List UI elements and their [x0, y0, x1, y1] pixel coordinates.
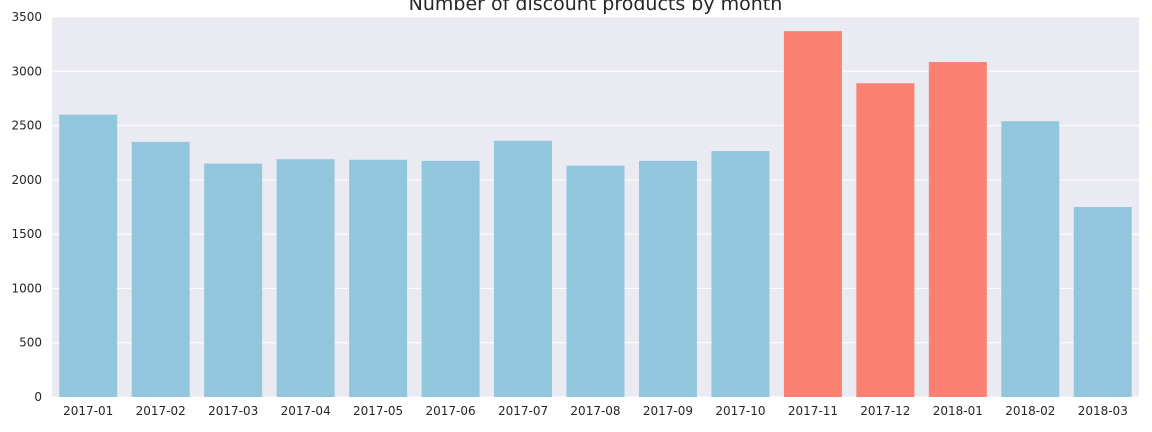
y-tick-label: 1000	[11, 281, 42, 295]
bar-2017-10	[711, 151, 770, 397]
x-tick-label: 2017-09	[643, 404, 693, 418]
bar-2018-01	[928, 62, 987, 398]
bar-2018-03	[1073, 207, 1132, 397]
y-tick-label: 1500	[11, 227, 42, 241]
bar-2017-01	[59, 114, 118, 397]
bar-2017-05	[349, 159, 408, 397]
x-tick-label: 2017-10	[715, 404, 765, 418]
x-tick-label: 2017-07	[498, 404, 548, 418]
x-tick-label: 2017-08	[570, 404, 620, 418]
y-tick-label: 3000	[11, 64, 42, 78]
x-tick-label: 2017-11	[788, 404, 838, 418]
x-tick-label: 2017-02	[136, 404, 186, 418]
x-tick-label: 2017-06	[425, 404, 475, 418]
y-tick-label: 500	[19, 336, 42, 350]
y-tick-label: 2500	[11, 119, 42, 133]
chart-title: Number of discount products by month	[409, 0, 783, 15]
x-tick-label: 2017-03	[208, 404, 258, 418]
bar-2017-11	[783, 31, 842, 397]
x-tick-label: 2018-02	[1005, 404, 1055, 418]
bar-2017-12	[856, 83, 915, 397]
bar-2017-09	[638, 160, 697, 397]
x-tick-label: 2018-03	[1078, 404, 1128, 418]
bar-2017-07	[494, 140, 553, 397]
bar-2017-02	[131, 141, 190, 397]
y-tick-label: 2000	[11, 173, 42, 187]
x-tick-label: 2018-01	[933, 404, 983, 418]
bars	[59, 31, 1132, 398]
x-tick-label: 2017-01	[63, 404, 113, 418]
bar-2017-04	[276, 159, 335, 397]
x-axis-ticks: 2017-01 2017-02 2017-03 2017-04 2017-05 2017-…	[63, 404, 1128, 418]
y-tick-label: 3500	[11, 10, 42, 24]
y-axis-ticks: 0 500 1000 1500 2000 2500 3000 3500	[11, 10, 42, 404]
bar-2017-06	[421, 160, 480, 397]
bar-2017-03	[204, 163, 263, 397]
bar-2017-08	[566, 165, 625, 397]
bar-2018-02	[1001, 121, 1060, 397]
x-tick-label: 2017-12	[860, 404, 910, 418]
y-tick-label: 0	[34, 390, 42, 404]
x-tick-label: 2017-05	[353, 404, 403, 418]
x-tick-label: 2017-04	[281, 404, 331, 418]
